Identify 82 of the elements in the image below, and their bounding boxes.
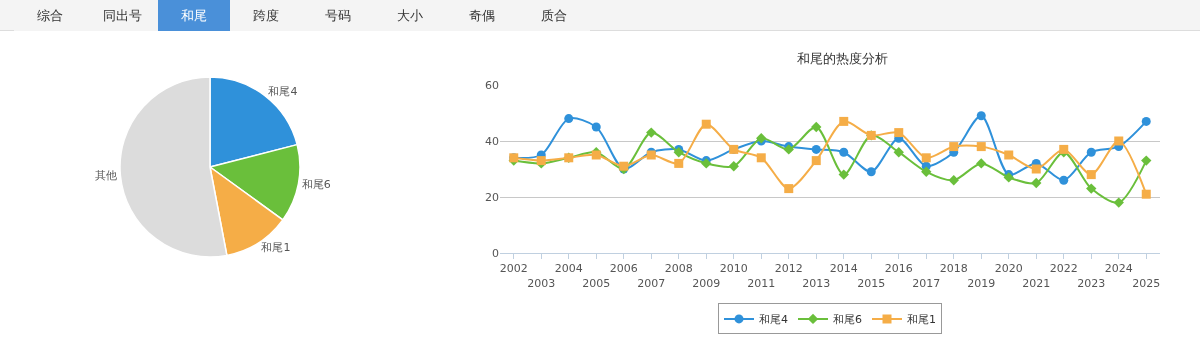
point: [756, 153, 766, 163]
point: [811, 121, 822, 133]
x-tick-label: 2015: [857, 276, 886, 290]
point: [838, 169, 849, 180]
point: [839, 116, 849, 126]
text: 奇偶: [446, 0, 518, 31]
point: [646, 127, 657, 138]
x-tick-label: 2004: [554, 262, 583, 276]
point: [564, 114, 574, 124]
x-tick-label: 2010: [719, 262, 748, 276]
point: [1086, 170, 1096, 180]
x-tick-label: 2017: [912, 276, 941, 290]
point: [591, 122, 601, 132]
point: [1031, 164, 1041, 174]
x-tick-label: 2025: [1132, 276, 1161, 290]
point: [1141, 116, 1151, 126]
point: [811, 156, 821, 166]
x-tick-label: 2023: [1077, 276, 1106, 290]
point: [1031, 177, 1042, 189]
y-tick-label: 40: [485, 134, 499, 148]
y-tick-label: 60: [485, 78, 499, 92]
point: [894, 128, 904, 138]
point: [976, 111, 986, 121]
point: [921, 166, 932, 177]
y-tick-label: 20: [485, 190, 499, 204]
point: [1059, 144, 1069, 154]
point: [949, 142, 959, 152]
point: [728, 161, 739, 172]
slice-label: 和尾6: [301, 177, 331, 191]
slice-label: 其他: [95, 169, 118, 183]
point: [1004, 150, 1014, 160]
point: [811, 144, 821, 154]
x-tick-label: 2009: [692, 276, 721, 290]
x-tick-label: 2011: [747, 276, 776, 290]
x-tick-label: 2003: [527, 276, 556, 290]
point: [976, 142, 986, 152]
point: [1086, 183, 1097, 194]
x-tick-label: 2014: [829, 262, 858, 276]
x-tick-label: 2021: [1022, 276, 1051, 290]
x-tick-label: 2012: [774, 262, 803, 276]
x-tick-label: 2020: [994, 262, 1023, 276]
x-tick-label: 2018: [939, 262, 968, 276]
x-tick-label: 2019: [967, 276, 996, 290]
point: [893, 147, 904, 158]
point: [921, 153, 931, 163]
point: [1113, 197, 1124, 208]
x-tick-label: 2013: [802, 276, 831, 290]
x-tick-label: 2002: [499, 262, 528, 276]
text: 号码: [302, 0, 374, 31]
point: [948, 175, 959, 186]
legend-label: 和尾4: [759, 313, 788, 327]
x-tick-label: 2007: [637, 276, 666, 290]
point: [1059, 175, 1069, 185]
point: [673, 147, 684, 158]
slice-label: 和尾4: [268, 85, 298, 99]
x-tick-label: 2016: [884, 262, 913, 276]
text: 跨度: [230, 0, 302, 31]
point: [674, 158, 684, 168]
point: [701, 119, 711, 129]
text: 综合: [14, 0, 86, 31]
x-tick-label: 2006: [609, 262, 638, 276]
text: 大小: [374, 0, 446, 31]
text: 质合: [518, 0, 590, 31]
x-tick-label: 2008: [664, 262, 693, 276]
text: 同出号: [86, 0, 158, 31]
x-tick-label: 2022: [1049, 262, 1078, 276]
chart-title: 和尾的热度分析: [796, 51, 888, 67]
point: [839, 147, 849, 157]
y-tick-label: 0: [492, 246, 499, 260]
x-tick-label: 2005: [582, 276, 611, 290]
slice-label: 和尾1: [261, 241, 291, 255]
legend-label: 和尾1: [907, 313, 936, 327]
point: [1141, 189, 1151, 199]
point: [1141, 155, 1152, 166]
point: [1086, 147, 1096, 157]
legend-label: 和尾6: [833, 313, 862, 327]
point: [784, 184, 794, 194]
point: [866, 167, 876, 177]
point: [1114, 136, 1124, 146]
text: 和尾: [158, 0, 230, 31]
x-tick-label: 2024: [1104, 262, 1133, 276]
point: [976, 158, 987, 169]
